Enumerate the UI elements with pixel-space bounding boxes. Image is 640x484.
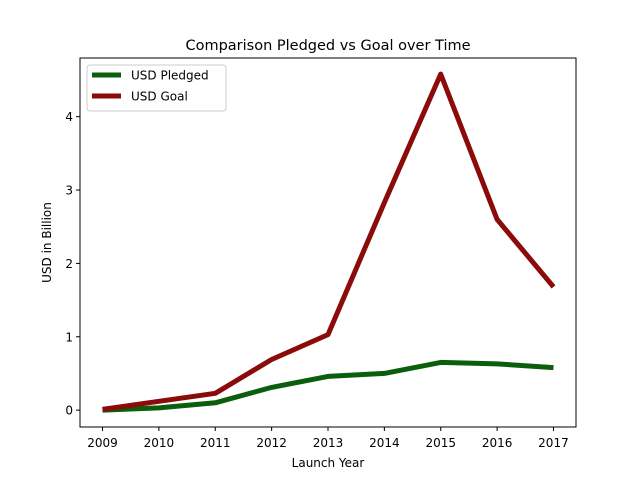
y-tick-label: 2 [65,257,73,271]
x-tick-label: 2013 [313,436,344,450]
plot-lines [102,71,556,413]
legend-label-usd-goal: USD Goal [131,90,188,104]
x-tick-label: 2011 [200,436,231,450]
y-tick-label: 1 [65,330,73,344]
y-axis: 0 1 2 3 4 [65,110,80,418]
plot-frame [79,57,577,428]
legend-box [86,64,227,112]
x-tick-label: 2017 [538,436,569,450]
series-line-usd-pledged [102,359,554,413]
x-tick-label: 2012 [256,436,287,450]
x-tick-label: 2010 [144,436,175,450]
legend-label-usd-pledged: USD Pledged [131,69,209,83]
x-tick-label: 2014 [369,436,400,450]
legend: USD Pledged USD Goal [86,64,227,112]
x-axis: 2009 2010 2011 2012 2013 2014 2015 2016 2017 [87,427,569,450]
chart-title: Comparison Pledged vs Goal over Time [185,38,470,54]
y-axis-label: USD in Billion [40,202,54,283]
series-line-usd-goal [102,71,556,412]
x-axis-label: Launch Year [292,456,365,470]
y-tick-label: 3 [65,184,73,198]
x-tick-label: 2016 [482,436,513,450]
y-tick-label: 0 [65,404,73,418]
y-tick-label: 4 [65,110,73,124]
x-tick-label: 2009 [87,436,118,450]
x-tick-label: 2015 [425,436,456,450]
